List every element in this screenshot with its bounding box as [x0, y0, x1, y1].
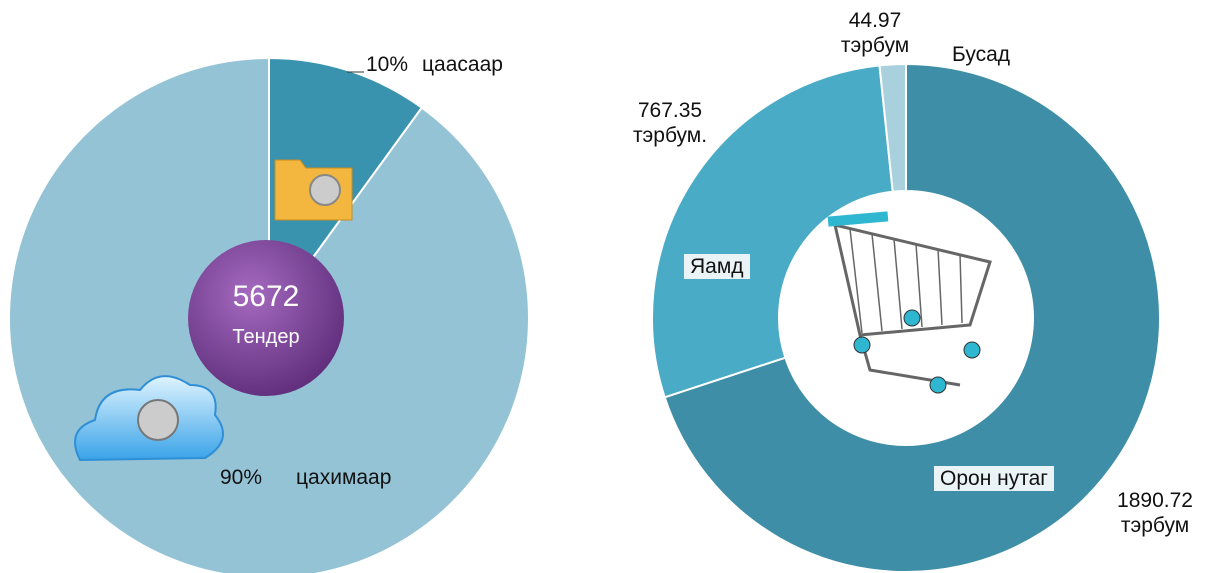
value-label: 44.97 тэрбум [834, 8, 916, 58]
value-label: 1890.72 тэрбум [1112, 488, 1198, 538]
category-label: Яамд [684, 254, 750, 279]
key-icon [310, 175, 340, 205]
cart-wheel [930, 377, 946, 393]
page: 5672 Тендер 10% цаасаар 90% цахимаар Орон нут… [0, 0, 1206, 573]
center-label: Тендер [232, 326, 299, 348]
value-label: 10% [366, 52, 408, 77]
cart-wheel [854, 337, 870, 353]
cart-wheel [904, 310, 920, 326]
value-label: 767.35 тэрбум. [620, 98, 720, 148]
value-label: 90% [220, 465, 262, 490]
center-circle [188, 240, 344, 396]
category-label: Орон нутаг [934, 466, 1054, 491]
category-label: Бусад [952, 42, 1010, 67]
category-label: цахимаар [296, 465, 391, 490]
center-value: 5672 [233, 280, 300, 313]
key-icon [138, 400, 178, 440]
category-label: цаасаар [422, 52, 503, 77]
cart-wheel [964, 342, 980, 358]
